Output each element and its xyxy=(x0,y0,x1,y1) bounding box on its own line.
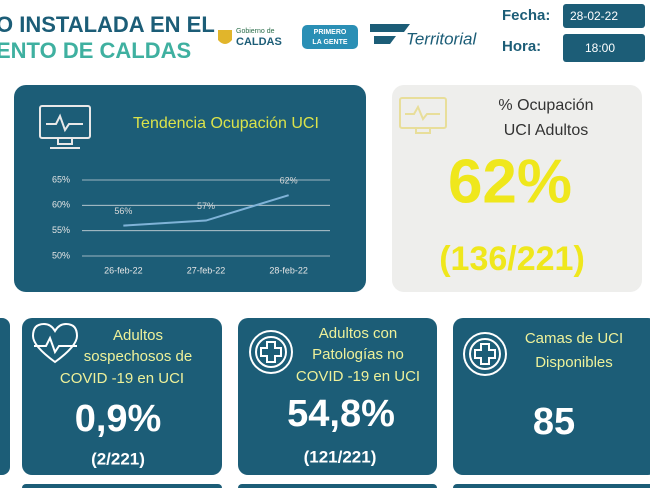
card-title: Patologías no xyxy=(312,346,404,363)
card-title: COVID -19 en UCI xyxy=(60,370,184,387)
card-value: 54,8% xyxy=(287,393,395,435)
line xyxy=(123,194,289,227)
logo-shield xyxy=(218,30,232,44)
logo-text: Territorial xyxy=(406,29,477,48)
occupancy-title: UCI Adultos xyxy=(504,122,588,139)
card-value: 0,9% xyxy=(75,398,162,440)
occupancy-value: 62% xyxy=(448,147,572,216)
logo-text: PRIMERO xyxy=(314,29,347,36)
data-label: 57% xyxy=(197,201,215,211)
chart-card xyxy=(14,85,366,292)
time-box xyxy=(563,34,645,62)
card-title: Adultos xyxy=(113,327,163,344)
card-title: Disponibles xyxy=(535,354,613,371)
logo-text: Gobierno de xyxy=(236,28,275,35)
x-tick-label: 27-feb-22 xyxy=(187,265,226,275)
x-tick-label: 26-feb-22 xyxy=(104,265,143,275)
card-partial xyxy=(453,484,650,493)
card-partial xyxy=(238,484,437,493)
card-fraction: (2/221) xyxy=(91,449,145,468)
heart-icon xyxy=(31,322,79,364)
occupancy-card xyxy=(392,85,642,292)
logo-box xyxy=(302,25,358,49)
logo-text: LA GENTE xyxy=(312,39,347,46)
data-label: 56% xyxy=(114,206,132,216)
card-title: sospechosos de xyxy=(84,348,192,365)
header-title: ENTO DE CALDAS xyxy=(0,38,191,63)
date-value: 28-02-22 xyxy=(570,9,618,23)
y-tick-label: 50% xyxy=(52,250,70,260)
y-tick-label: 65% xyxy=(52,174,70,184)
date-box xyxy=(563,4,645,28)
date-label: Fecha: xyxy=(502,7,550,24)
chart-title: Tendencia Ocupación UCI xyxy=(133,115,319,132)
card-partial xyxy=(22,484,222,493)
card-title: COVID -19 en UCI xyxy=(296,368,420,385)
card-fraction: (121/221) xyxy=(304,447,377,466)
card-title: Camas de UCI xyxy=(525,330,623,347)
y-tick-label: 60% xyxy=(52,200,70,210)
time-value: 18:00 xyxy=(585,41,615,55)
monitor-icon xyxy=(39,105,91,149)
time-label: Hora: xyxy=(502,38,541,55)
cross-icon xyxy=(249,330,293,374)
cross-icon xyxy=(463,332,507,376)
data-label: 62% xyxy=(280,176,298,186)
card-partial xyxy=(0,318,10,475)
occupancy-title: % Ocupación xyxy=(498,97,593,114)
card xyxy=(453,318,650,475)
y-tick-label: 55% xyxy=(52,225,70,235)
x-tick-label: 28-feb-22 xyxy=(269,265,308,275)
chart: 50% 55% 60% 65% 26-feb-22 27-feb-22 28-feb-22 5… xyxy=(52,174,330,275)
logo-text: CALDAS xyxy=(236,36,282,48)
header-title: O INSTALADA EN EL xyxy=(0,12,215,37)
logo-mark xyxy=(370,24,410,44)
card-value: 85 xyxy=(533,401,575,443)
monitor-icon xyxy=(399,97,447,134)
card xyxy=(22,318,222,475)
card xyxy=(238,318,437,475)
occupancy-fraction: (136/221) xyxy=(439,240,585,278)
card-title: Adultos con xyxy=(319,325,397,342)
